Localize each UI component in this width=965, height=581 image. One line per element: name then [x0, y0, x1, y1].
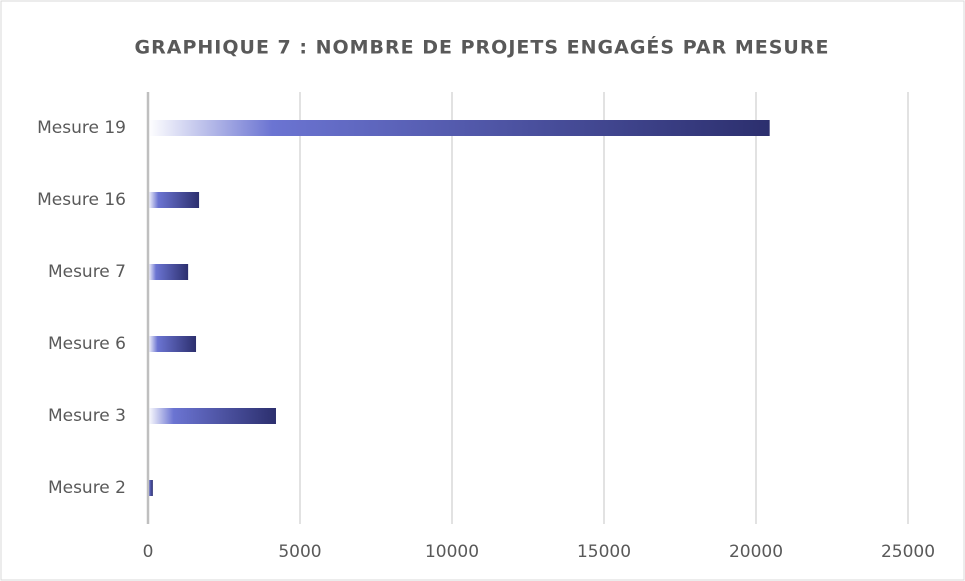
x-tick-label: 10000	[425, 542, 479, 562]
x-tick-label: 15000	[577, 542, 631, 562]
bar	[148, 480, 153, 496]
y-tick-label: Mesure 7	[48, 262, 126, 282]
x-tick-label: 0	[143, 542, 154, 562]
x-tick-label: 20000	[729, 542, 783, 562]
bar	[148, 192, 200, 208]
y-tick-label: Mesure 19	[37, 118, 126, 138]
y-tick-label: Mesure 6	[48, 334, 126, 354]
bar	[148, 408, 276, 424]
y-tick-label: Mesure 16	[37, 190, 126, 210]
y-tick-label: Mesure 3	[48, 406, 126, 426]
x-tick-label: 5000	[278, 542, 321, 562]
x-tick-label: 25000	[881, 542, 935, 562]
bar	[148, 120, 770, 136]
chart-title: GRAPHIQUE 7 : NOMBRE DE PROJETS ENGAGÉS …	[135, 36, 830, 59]
bar	[148, 336, 197, 352]
y-tick-label: Mesure 2	[48, 478, 126, 498]
bar	[148, 264, 189, 280]
